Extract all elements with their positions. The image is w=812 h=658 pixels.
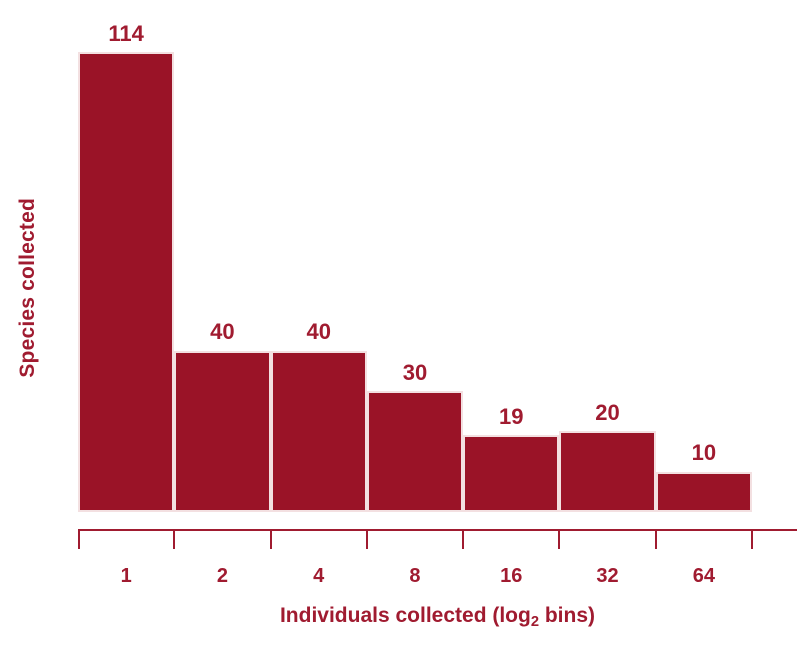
- bar-slot-32: 20: [559, 0, 656, 512]
- bar-value-label: 20: [595, 400, 620, 426]
- x-axis-tick: [269, 529, 272, 549]
- bar-slot-2: 40: [174, 0, 271, 512]
- x-axis-tick: [365, 529, 368, 549]
- bar: [559, 431, 656, 512]
- x-axis-tick-labels: 1 2 4 8 16 32 64: [78, 565, 752, 587]
- x-axis-tick: [78, 529, 80, 549]
- x-axis-tick-label: 1: [120, 565, 132, 587]
- x-axis-title: Individuals collected (log2 bins): [78, 602, 797, 629]
- bar-slot-4: 40: [270, 0, 367, 512]
- plot-area: 114 40 40 30 19 20 10: [78, 0, 752, 512]
- x-axis-title-prefix: Individuals collected (log: [279, 604, 531, 627]
- bar: [270, 350, 367, 512]
- bar-slot-1: 114: [78, 0, 175, 512]
- bar: [655, 471, 752, 512]
- x-axis-tick-label: 16: [500, 565, 523, 587]
- x-axis-tick-label: 64: [692, 565, 715, 587]
- x-axis-tick: [751, 529, 753, 549]
- bar-slot-8: 30: [366, 0, 464, 512]
- bar-slot-64: 10: [655, 0, 752, 512]
- x-axis-tick-label: 4: [313, 565, 325, 587]
- x-axis-tick: [462, 529, 465, 549]
- bar-value-label: 114: [108, 20, 144, 46]
- bar: [463, 435, 560, 512]
- bar-value-label: 19: [499, 404, 524, 430]
- x-axis-line: [78, 529, 797, 531]
- x-axis-tick-label: 8: [409, 565, 421, 587]
- bar: [366, 390, 464, 512]
- bar-value-label: 40: [306, 319, 331, 345]
- bar: [78, 52, 175, 512]
- x-axis-tick: [558, 529, 561, 549]
- y-axis-label: Species collected: [2, 32, 54, 544]
- bar-value-label: 40: [210, 319, 235, 345]
- x-axis-tick: [173, 529, 176, 549]
- bar-value-label: 10: [691, 440, 717, 466]
- x-axis-ticks: [78, 529, 798, 549]
- x-axis-tick-label: 2: [216, 565, 228, 587]
- x-axis-tick-label: 32: [596, 565, 619, 587]
- bar-slot-16: 19: [463, 0, 560, 512]
- x-axis-title-suffix: bins): [539, 604, 596, 627]
- y-axis-label-text: Species collected: [16, 198, 39, 378]
- x-axis-tick: [654, 529, 657, 549]
- x-axis-title-subscript: 2: [530, 614, 540, 631]
- bar-value-label: 30: [402, 359, 428, 385]
- bar: [174, 350, 271, 512]
